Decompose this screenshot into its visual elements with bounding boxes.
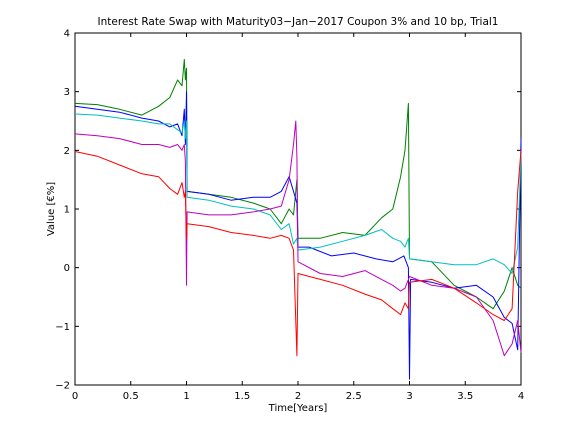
x-tick-label: 0: [72, 391, 78, 402]
y-tick-label: 3: [64, 87, 70, 98]
series-line-3: [74, 113, 522, 274]
series-line-5: [74, 150, 522, 357]
y-tick-label: −2: [55, 381, 70, 392]
series-group: [74, 58, 522, 380]
chart-title: Interest Rate Swap with Maturity03−Jan−2…: [98, 16, 499, 28]
axis-ticks: 0 0.5 1 1.5 2 2.5 3 3.5 4 −2 −1 0 1 2 3 4: [55, 29, 524, 403]
x-tick-label: 1: [183, 391, 189, 402]
y-tick-label: 1: [64, 205, 70, 216]
y-tick-label: 2: [64, 146, 70, 157]
y-axis-label: Value [€%]: [46, 182, 57, 236]
y-tick-label: −1: [55, 322, 70, 333]
series-line-4: [74, 120, 522, 357]
x-tick-label: 3.5: [457, 391, 473, 402]
x-tick-label: 0.5: [123, 391, 139, 402]
y-tick-label: 4: [64, 29, 70, 40]
y-tick-label: 0: [64, 263, 70, 274]
x-axis-label: Time[Years]: [268, 403, 328, 414]
plot-area-frame: [74, 32, 522, 386]
x-tick-label: 2.5: [346, 391, 362, 402]
x-tick-label: 1.5: [234, 391, 250, 402]
series-line-1: [74, 58, 522, 310]
x-tick-label: 3: [406, 391, 412, 402]
x-tick-label: 2: [295, 391, 301, 402]
x-tick-label: 4: [518, 391, 524, 402]
